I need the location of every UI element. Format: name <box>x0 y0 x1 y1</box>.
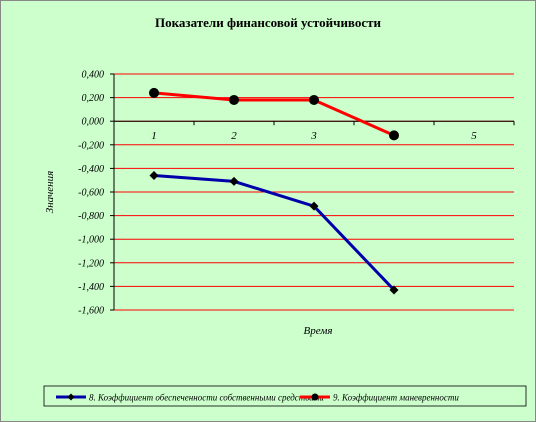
data-point <box>229 94 239 105</box>
data-point <box>389 285 399 295</box>
y-tick-label: -1,400 <box>78 282 104 293</box>
legend-entry: 8. Коэффициент обеспеченности собственны… <box>56 393 324 403</box>
y-tick-label: 0,000 <box>82 117 105 128</box>
chart-title: Показатели финансовой устойчивости <box>155 15 382 30</box>
y-tick-label: -1,000 <box>78 235 104 246</box>
y-tick-label: -0,600 <box>78 188 104 199</box>
gridlines <box>114 73 514 311</box>
y-axis-label: Значения <box>44 171 56 213</box>
legend-box <box>43 385 527 407</box>
legend-entry: 9. Коэффициент маневренности <box>300 393 459 403</box>
axes <box>110 73 515 311</box>
x-axis-label: Время <box>304 325 333 337</box>
series-2 <box>149 87 399 141</box>
series-1 <box>149 170 399 295</box>
y-tick-label: -0,400 <box>78 164 104 175</box>
data-point <box>309 201 319 211</box>
legend-label: 9. Коэффициент маневренности <box>333 393 459 403</box>
y-tick-label: -0,800 <box>78 211 104 222</box>
data-point <box>309 94 319 105</box>
series-line <box>153 91 395 137</box>
legend-marker <box>67 393 75 401</box>
x-tick-labels: 1 2 3 5 <box>151 130 477 142</box>
y-tick-label: 0,400 <box>82 70 105 81</box>
data-point <box>149 170 159 180</box>
x-tick-label: 3 <box>310 130 317 142</box>
x-tick-label: 2 <box>231 130 237 142</box>
y-tick-label: 0,200 <box>82 93 105 104</box>
legend-label: 8. Коэффициент обеспеченности собственны… <box>89 393 324 403</box>
series-line <box>153 173 396 291</box>
y-tick-label: -0,200 <box>78 140 104 151</box>
x-tick-label: 5 <box>471 130 477 142</box>
legend-marker <box>311 393 319 401</box>
data-point <box>149 87 159 98</box>
legend: 8. Коэффициент обеспеченности собственны… <box>43 385 527 407</box>
x-tick-label: 1 <box>151 130 157 142</box>
data-point <box>229 176 239 186</box>
y-tick-labels: 0,400 0,200 0,000 -0,200 -0,400 -0,600 -0,800 -… <box>78 70 104 317</box>
y-tick-label: -1,600 <box>78 306 104 317</box>
series <box>149 87 399 295</box>
y-tick-label: -1,200 <box>78 258 104 269</box>
data-point <box>389 130 399 141</box>
